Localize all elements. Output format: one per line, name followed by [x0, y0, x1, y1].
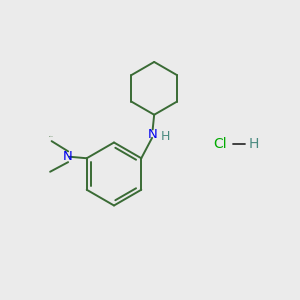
Text: N: N: [148, 128, 158, 141]
Text: N: N: [63, 150, 73, 163]
Text: H: H: [248, 137, 259, 151]
Text: methyl: methyl: [49, 135, 54, 136]
Text: H: H: [160, 130, 170, 143]
Text: Cl: Cl: [214, 137, 227, 151]
